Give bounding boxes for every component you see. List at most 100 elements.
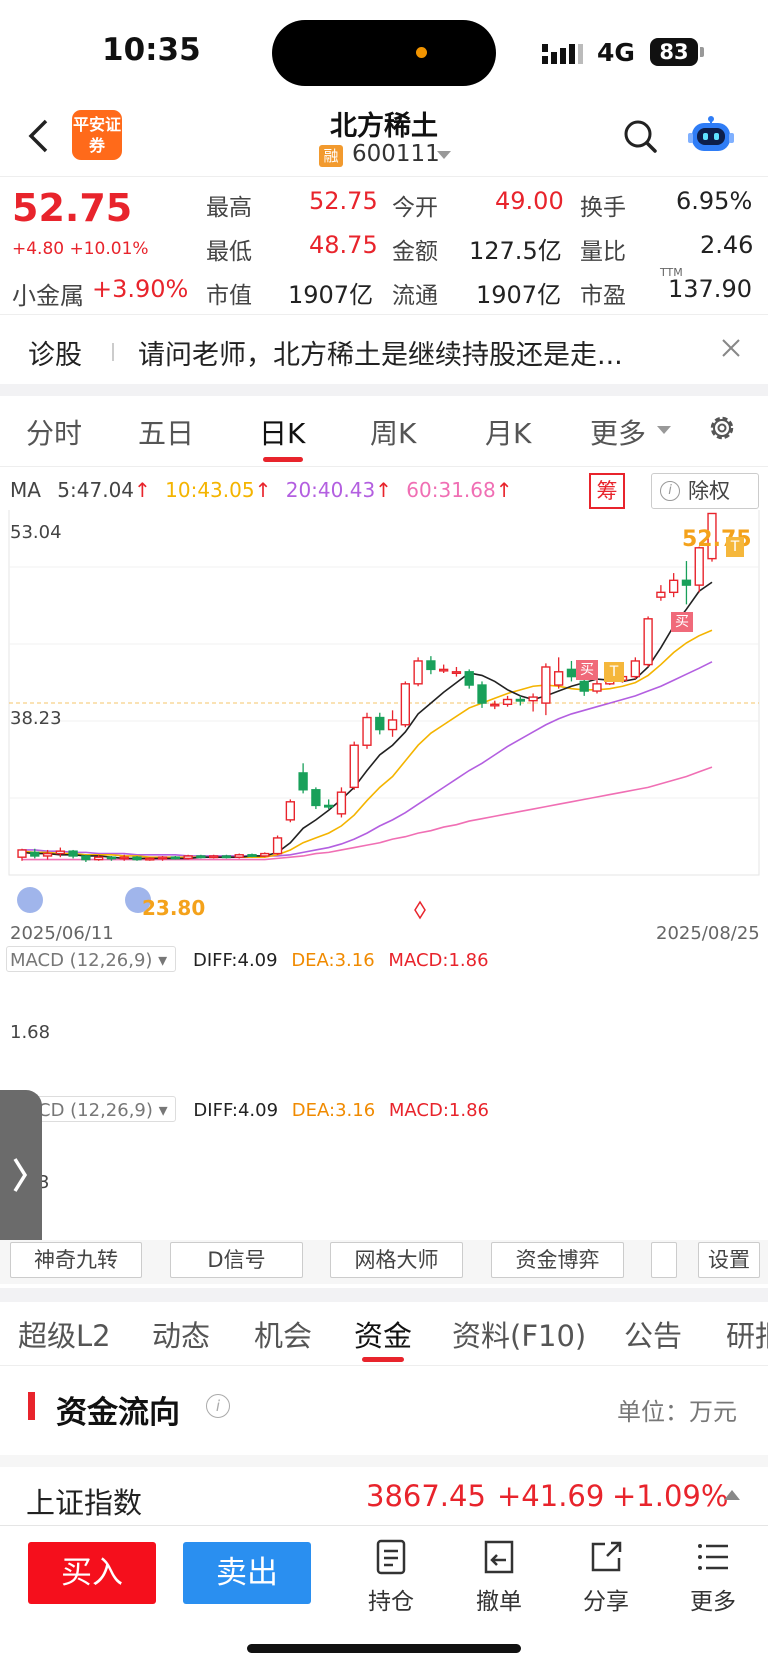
candle-up [528, 696, 538, 702]
indicator-partial[interactable] [651, 1242, 677, 1278]
candle-up [694, 547, 704, 586]
cancel-order-button[interactable]: 撤单 [459, 1538, 539, 1616]
positions-button[interactable]: 持仓 [351, 1538, 431, 1616]
tab-five-day[interactable]: 五日 [138, 417, 195, 450]
candle-up [387, 719, 398, 731]
candle-down [247, 854, 257, 857]
tab-monthly-k[interactable]: 月K [485, 417, 532, 450]
candle-down [375, 716, 385, 731]
t-marker[interactable]: T [604, 662, 624, 682]
candle-down [426, 660, 436, 671]
sell-button[interactable]: 卖出 [183, 1542, 311, 1604]
candle-up [592, 683, 602, 692]
tab-intraday[interactable]: 分时 [26, 417, 83, 450]
margin-badge: 融 [319, 145, 343, 167]
candle-up [451, 671, 462, 674]
price-change: +4.80 +10.01% [12, 239, 149, 259]
sector-name[interactable]: 小金属 [12, 282, 84, 310]
adjust-button[interactable]: 除权 [651, 473, 759, 509]
section-separator [0, 384, 768, 396]
pe-label: 市盈 [580, 283, 626, 309]
diff-value: DIFF:4.09 [192, 950, 278, 971]
indicator-grid-master[interactable]: 网格大师 [330, 1242, 463, 1278]
indicator-settings[interactable]: 设置 [698, 1242, 760, 1278]
ma20-value: 20:40.43 [285, 478, 376, 502]
indicator-d-signal[interactable]: D信号 [170, 1242, 303, 1278]
buy-marker[interactable]: 买 [671, 612, 693, 632]
indicator-nine-turn[interactable]: 神奇九转 [10, 1242, 142, 1278]
back-arrow-icon[interactable] [26, 118, 50, 154]
dynamic-island [272, 20, 496, 86]
share-button[interactable]: 分享 [566, 1538, 646, 1616]
chip-distribution-button[interactable]: 筹 [589, 473, 625, 509]
candle-down [515, 698, 525, 702]
ma20-line [22, 661, 713, 857]
share-icon [591, 1541, 622, 1572]
chevron-down-icon[interactable] [437, 151, 451, 159]
tab-weekly-k[interactable]: 周K [370, 417, 417, 450]
share-label: 分享 [583, 1589, 629, 1615]
market-cap-label: 市值 [206, 283, 252, 309]
macd-selector[interactable] [6, 946, 176, 972]
chevron-right-icon[interactable] [12, 1155, 28, 1195]
chevron-down-icon[interactable]: ▾ [158, 1100, 168, 1121]
diagnosis-question[interactable]: 请问老师，北方稀土是继续持股还是走... [138, 340, 623, 371]
tab-f10[interactable]: 资料(F10) [452, 1319, 587, 1353]
avatar-bubble [17, 887, 43, 913]
candle-down [566, 668, 577, 678]
undo-order-icon [484, 1540, 514, 1574]
chevron-down-icon[interactable]: ▾ [158, 950, 168, 971]
ma60-value: 60:31.68 [406, 478, 496, 502]
chevron-up-icon[interactable] [724, 1490, 740, 1500]
candle-up [707, 512, 717, 560]
macd-label: MACD (12,26,9) [10, 950, 153, 971]
ma10-value: 10:43.05 [165, 478, 255, 502]
candle-up [272, 837, 283, 855]
candle-down [106, 856, 117, 860]
index-change-pct: +1.09% [612, 1479, 729, 1513]
info-icon[interactable]: i [206, 1394, 230, 1418]
ma-legend: MA 5:47.04↑ 10:43.05↑ 20:40.43↑ 60:31.68… [10, 478, 513, 502]
status-bar: 10:35 4G 83 [0, 0, 768, 100]
dea-value: DEA:3.16 [291, 1100, 376, 1121]
indicator-capital-game[interactable]: 资金博弈 [491, 1242, 624, 1278]
close-icon[interactable] [720, 337, 742, 359]
broker-logo[interactable]: 平安证券 [72, 110, 122, 160]
buy-button[interactable]: 买入 [28, 1542, 156, 1604]
high-label: 最高 [206, 195, 252, 221]
tab-news[interactable]: 动态 [152, 1319, 211, 1353]
divider [112, 343, 114, 361]
candle-down [68, 850, 78, 857]
candle-down [579, 680, 589, 692]
tab-opportunity[interactable]: 机会 [254, 1319, 313, 1353]
tab-more[interactable]: 更多 [590, 417, 647, 450]
gear-icon[interactable] [706, 412, 738, 444]
chevron-down-icon[interactable] [657, 426, 671, 434]
side-drawer-handle[interactable] [0, 1090, 42, 1262]
diagnosis-bar[interactable] [0, 314, 768, 384]
active-tab-indicator [263, 457, 303, 462]
candlestick-chart[interactable] [0, 510, 768, 955]
tab-research[interactable]: 研报 [726, 1319, 768, 1353]
more-button[interactable]: 更多 [673, 1538, 753, 1616]
sector-change[interactable]: +3.90% [92, 275, 189, 303]
tab-capital[interactable]: 资金 [354, 1319, 413, 1353]
tab-super-l2[interactable]: 超级L2 [18, 1319, 111, 1353]
search-icon[interactable] [622, 118, 658, 154]
candle-up [502, 698, 513, 705]
diagnosis-label[interactable]: 诊股 [28, 340, 82, 371]
candle-down [324, 804, 334, 808]
info-icon: i [660, 481, 680, 501]
amount-label: 金额 [392, 239, 438, 265]
t-marker[interactable]: T [726, 537, 744, 557]
home-indicator [247, 1644, 521, 1653]
index-name[interactable]: 上证指数 [26, 1486, 143, 1520]
tab-daily-k[interactable]: 日K [259, 417, 306, 450]
more-label: 更多 [690, 1589, 736, 1615]
ai-assistant-robot-icon[interactable] [688, 113, 734, 157]
buy-marker[interactable]: 买 [576, 660, 598, 680]
macd-axis-label: 1.68 [10, 1022, 51, 1043]
tab-announcements[interactable]: 公告 [624, 1319, 683, 1353]
candle-down [221, 855, 232, 859]
stock-code[interactable]: 600111 [352, 141, 440, 167]
